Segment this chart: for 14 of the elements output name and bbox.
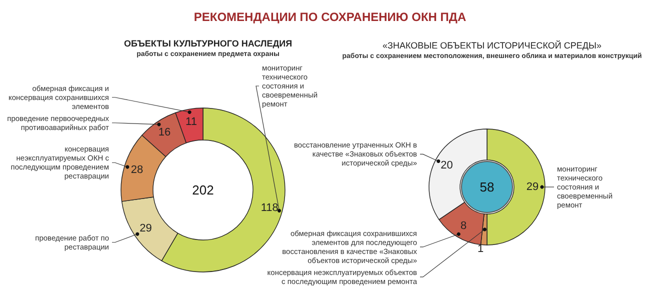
data-label: 11: [186, 116, 197, 128]
data-label: 28: [130, 164, 144, 176]
text: 58: [480, 180, 494, 194]
data-label: 16: [158, 126, 171, 139]
text: РЕКОМЕНДАЦИИ ПО СОХРАНЕНИЮ ОКН ПДА: [194, 10, 466, 24]
data-label: 29: [526, 181, 539, 193]
text: 202: [192, 182, 214, 198]
chart-title: «ЗНАКОВЫЕ ОБЪЕКТЫ ИСТОРИЧЕСКОЙ СРЕДЫ»: [382, 40, 602, 50]
data-label: 1: [478, 242, 484, 255]
data-label: 20: [440, 160, 453, 172]
data-label: 118: [260, 202, 278, 214]
data-label: 29: [140, 222, 152, 234]
chart-title: ОБЪЕКТЫ КУЛЬТУРНОГО НАСЛЕДИЯ: [124, 38, 292, 48]
data-label: 8: [460, 220, 467, 232]
